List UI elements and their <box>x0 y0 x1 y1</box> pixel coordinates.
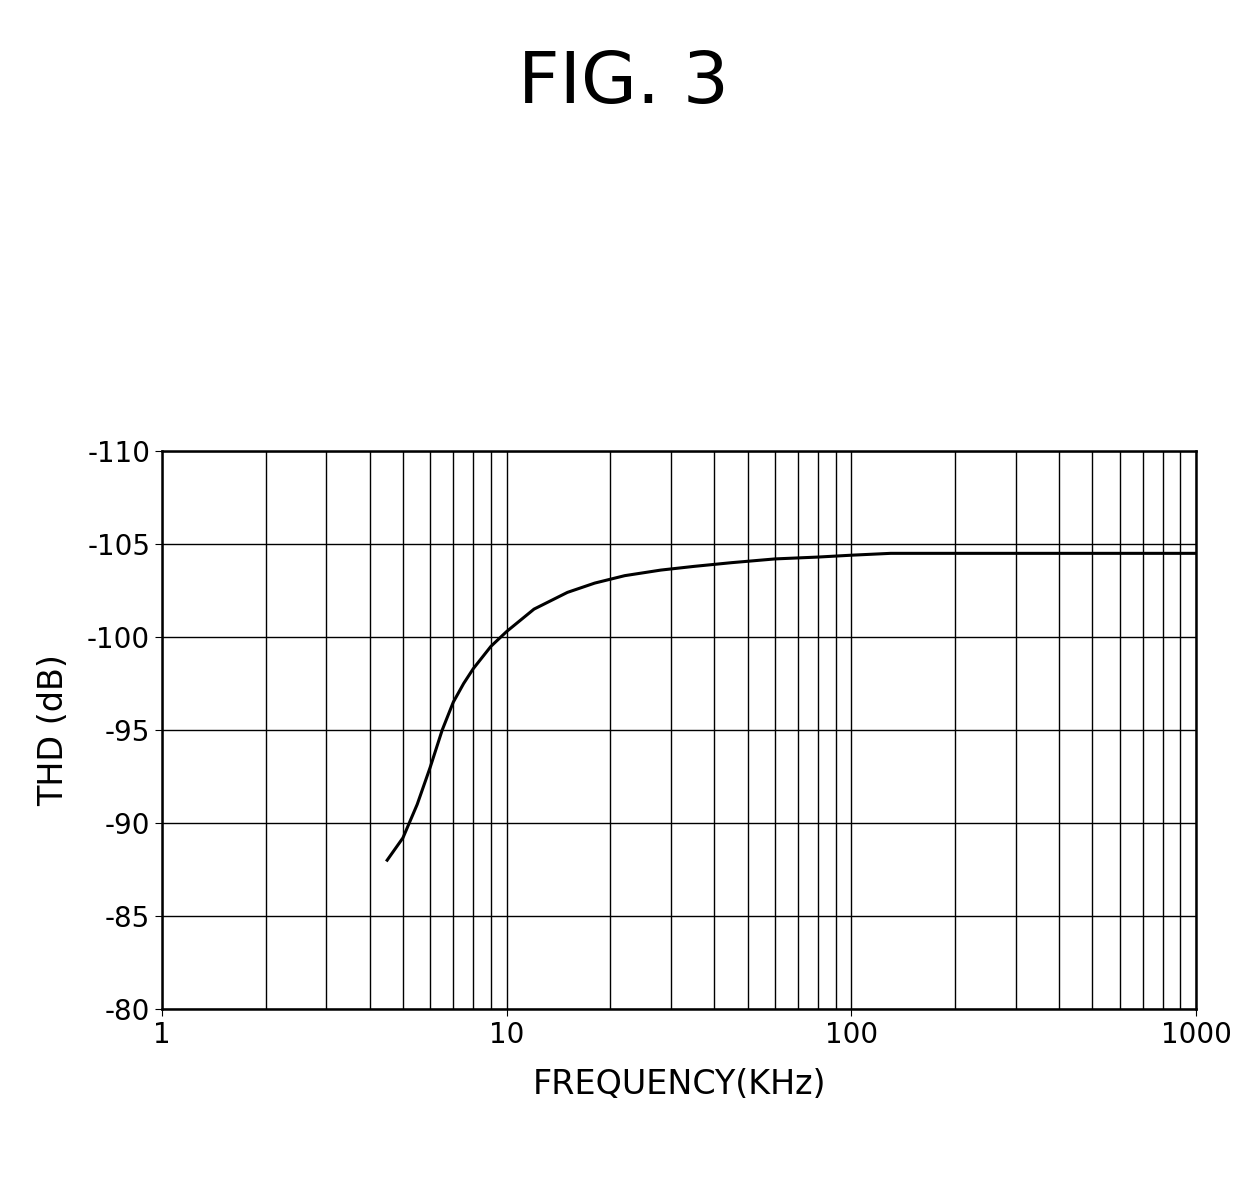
Y-axis label: THD (dB): THD (dB) <box>37 654 70 806</box>
Text: FIG. 3: FIG. 3 <box>517 49 729 118</box>
X-axis label: FREQUENCY(KHz): FREQUENCY(KHz) <box>532 1068 826 1102</box>
